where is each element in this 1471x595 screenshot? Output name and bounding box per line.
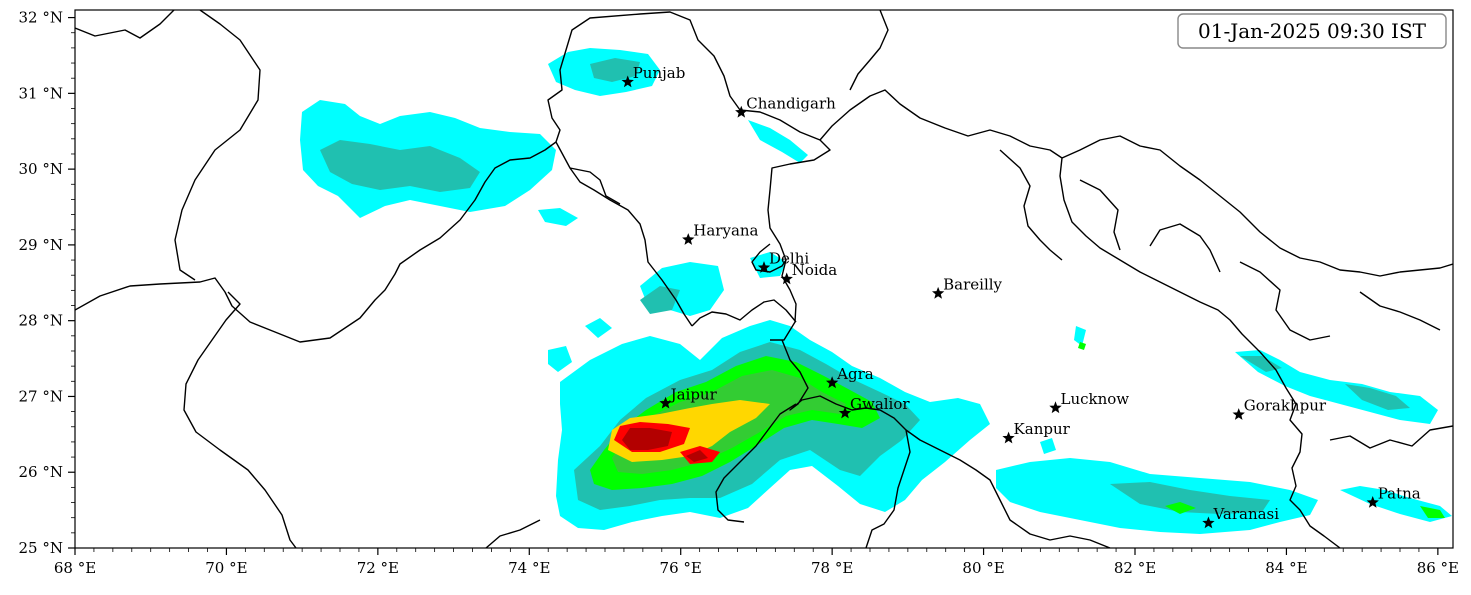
- x-tick-label: 82 °E: [1114, 559, 1156, 577]
- gujarat-boundary: [485, 519, 541, 548]
- city-marker: Haryana: [682, 222, 759, 245]
- star-icon: [780, 272, 793, 285]
- city-marker: Jaipur: [659, 385, 718, 409]
- star-icon: [659, 396, 672, 409]
- star-icon: [1049, 401, 1062, 414]
- boundary-lines: [75, 10, 1453, 548]
- mp-south: [905, 429, 1111, 548]
- x-tick-label: 74 °E: [508, 559, 550, 577]
- star-icon: [1366, 496, 1379, 508]
- rajasthan-west-border: [569, 167, 621, 205]
- star-icon: [838, 406, 852, 419]
- city-label: Chandigarh: [746, 94, 836, 112]
- x-tick-label: 86 °E: [1417, 559, 1459, 577]
- up-mp-border: [781, 339, 911, 548]
- pakistan-afghan-border: [75, 10, 557, 343]
- city-label: Lucknow: [1061, 390, 1130, 408]
- y-tick-label: 25 °N: [19, 539, 63, 557]
- y-tick-label: 29 °N: [19, 236, 63, 254]
- nepal-internal: [1061, 135, 1453, 277]
- precip-level-7-areas: [622, 428, 708, 462]
- x-tick-label: 68 °E: [54, 559, 96, 577]
- nepal-lines: [999, 149, 1441, 341]
- balochistan-line: [174, 10, 261, 281]
- precip-level-2-areas: [320, 58, 1410, 514]
- city-label: Punjab: [633, 64, 686, 82]
- timestamp-frame: [1177, 13, 1447, 49]
- star-icon: [1202, 516, 1215, 529]
- city-marker: Agra: [826, 365, 874, 389]
- y-tick-label: 27 °N: [19, 387, 63, 405]
- star-icon: [621, 75, 634, 88]
- city-label: Gorakhpur: [1244, 397, 1327, 415]
- sindh-line: [183, 291, 297, 548]
- x-tick-label: 70 °E: [205, 559, 247, 577]
- city-marker: Noida: [780, 261, 838, 285]
- y-tick-label: 32 °N: [19, 9, 63, 27]
- star-icon: [932, 286, 945, 299]
- x-tick-label: 80 °E: [962, 559, 1004, 577]
- city-marker: Gorakhpur: [1232, 397, 1327, 420]
- city-label: Bareilly: [943, 275, 1002, 293]
- star-icon: [1002, 431, 1015, 444]
- city-marker: Lucknow: [1049, 390, 1130, 414]
- map-frame: [74, 9, 1454, 549]
- city-marker: Varanasi: [1202, 505, 1279, 529]
- city-marker: Chandigarh: [735, 94, 836, 118]
- rajasthan-mp-border: [715, 403, 797, 523]
- timestamp-label: 01-Jan-2025 09:30 IST: [1198, 19, 1427, 43]
- city-marker: Bareilly: [932, 275, 1003, 299]
- y-tick-label: 28 °N: [19, 312, 63, 330]
- city-label: Patna: [1378, 485, 1421, 503]
- up-north-border: [819, 10, 1261, 353]
- x-tick-label: 72 °E: [357, 559, 399, 577]
- city-label: Jaipur: [669, 385, 718, 403]
- y-tick-label: 30 °N: [19, 160, 63, 178]
- city-label: Agra: [836, 365, 874, 383]
- axis-ticks: 68 °E 70 °E 72 °E 74 °E 76 °E 78 °E 80 °E 82 °E…: [19, 9, 1459, 577]
- y-tick-label: 31 °N: [19, 84, 63, 102]
- city-marker: Gwalior: [838, 395, 910, 419]
- city-marker: Kanpur: [1002, 420, 1071, 444]
- x-tick-label: 84 °E: [1265, 559, 1307, 577]
- india-pakistan-border: [547, 11, 741, 327]
- star-icon: [757, 261, 771, 273]
- city-label: Kanpur: [1014, 420, 1071, 438]
- city-marker: Patna: [1366, 485, 1421, 508]
- bihar-up-border: [1259, 351, 1341, 548]
- star-icon: [735, 105, 748, 118]
- city-marker: Delhi: [757, 250, 809, 273]
- north-boundary: [739, 109, 831, 341]
- star-icon: [826, 376, 839, 389]
- y-tick-label: 26 °N: [19, 463, 63, 481]
- city-label: Delhi: [769, 250, 809, 268]
- x-tick-label: 78 °E: [811, 559, 853, 577]
- haryana-delhi: [691, 243, 797, 327]
- city-label: Noida: [792, 261, 838, 279]
- bihar-south: [1329, 425, 1453, 449]
- city-label: Varanasi: [1212, 505, 1279, 523]
- city-label: Gwalior: [850, 395, 910, 413]
- timestamp-box: 01-Jan-2025 09:30 IST: [1177, 13, 1447, 49]
- city-label: Haryana: [693, 222, 758, 240]
- city-marker: Punjab: [621, 64, 686, 88]
- x-tick-label: 76 °E: [660, 559, 702, 577]
- star-icon: [682, 233, 695, 245]
- star-icon: [1232, 408, 1245, 420]
